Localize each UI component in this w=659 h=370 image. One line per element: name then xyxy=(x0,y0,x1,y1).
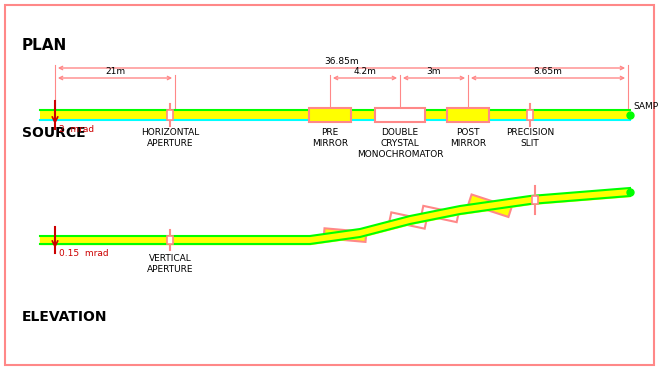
Text: 3m: 3m xyxy=(427,67,442,76)
Bar xyxy=(40,110,630,120)
Bar xyxy=(532,196,538,204)
Text: 36.85m: 36.85m xyxy=(324,57,358,66)
Text: HORIZONTAL
APERTURE: HORIZONTAL APERTURE xyxy=(141,128,199,148)
Bar xyxy=(389,212,426,229)
Text: 4.2m: 4.2m xyxy=(354,67,376,76)
Text: VERTICAL
APERTURE: VERTICAL APERTURE xyxy=(147,254,193,274)
Text: 0.15  mrad: 0.15 mrad xyxy=(59,249,109,258)
Text: DOUBLE
CRYSTAL
MONOCHROMATOR: DOUBLE CRYSTAL MONOCHROMATOR xyxy=(357,128,444,159)
Bar xyxy=(447,108,489,122)
Text: PRECISION
SLIT: PRECISION SLIT xyxy=(506,128,554,148)
Text: PRE
MIRROR: PRE MIRROR xyxy=(312,128,348,148)
Text: 8.65m: 8.65m xyxy=(534,67,562,76)
Bar xyxy=(422,206,459,222)
Text: ELEVATION: ELEVATION xyxy=(22,310,107,324)
Bar xyxy=(324,228,366,242)
Text: 2  mrad: 2 mrad xyxy=(59,125,94,134)
Text: SAMPLE: SAMPLE xyxy=(633,102,659,111)
Bar xyxy=(375,108,425,122)
Text: POST
MIRROR: POST MIRROR xyxy=(450,128,486,148)
Text: SOURCE: SOURCE xyxy=(22,126,86,140)
Bar xyxy=(469,195,511,217)
Text: 21m: 21m xyxy=(105,67,125,76)
Bar xyxy=(167,236,173,244)
Text: PLAN: PLAN xyxy=(22,38,67,53)
Bar xyxy=(167,110,173,120)
Bar xyxy=(527,110,533,120)
Bar xyxy=(309,108,351,122)
